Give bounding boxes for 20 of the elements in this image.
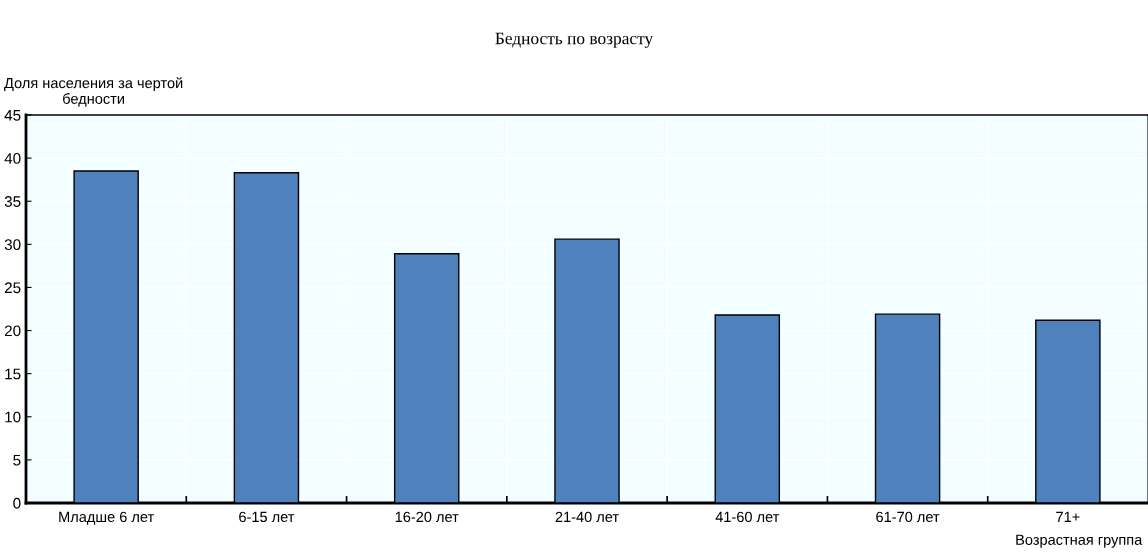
- x-tick-label: 21-40 лет: [555, 511, 619, 523]
- y-tick-label: 30: [4, 239, 21, 251]
- y-tick-label: 45: [4, 110, 21, 121]
- y-tick-label: 25: [4, 282, 21, 294]
- x-tick-label: Младше 6 лет: [59, 511, 154, 525]
- x-tick-label: 16-20 лет: [395, 511, 459, 523]
- x-tick-label: 41-60 лет: [715, 511, 780, 523]
- y-tick-label: 5: [13, 454, 21, 466]
- x-tick-label: 61-70 лет: [876, 511, 940, 523]
- y-tick-label: 15: [5, 368, 21, 380]
- y-tick-label: 20: [4, 325, 21, 337]
- x-tick-label: 6-15 лет: [239, 511, 295, 523]
- x-tick-label: 71+: [1056, 511, 1080, 522]
- y-tick-label: 40: [4, 152, 21, 164]
- chart-title: Бедность по возрасту: [495, 32, 654, 48]
- y-tick-label: 0: [13, 497, 21, 509]
- y-tick-label: 10: [5, 411, 21, 423]
- x-axis-title: Возрастная группа: [1016, 534, 1143, 548]
- y-axis-title: Доля населения за чертой бедности: [4, 77, 183, 107]
- y-tick-label: 35: [4, 196, 21, 207]
